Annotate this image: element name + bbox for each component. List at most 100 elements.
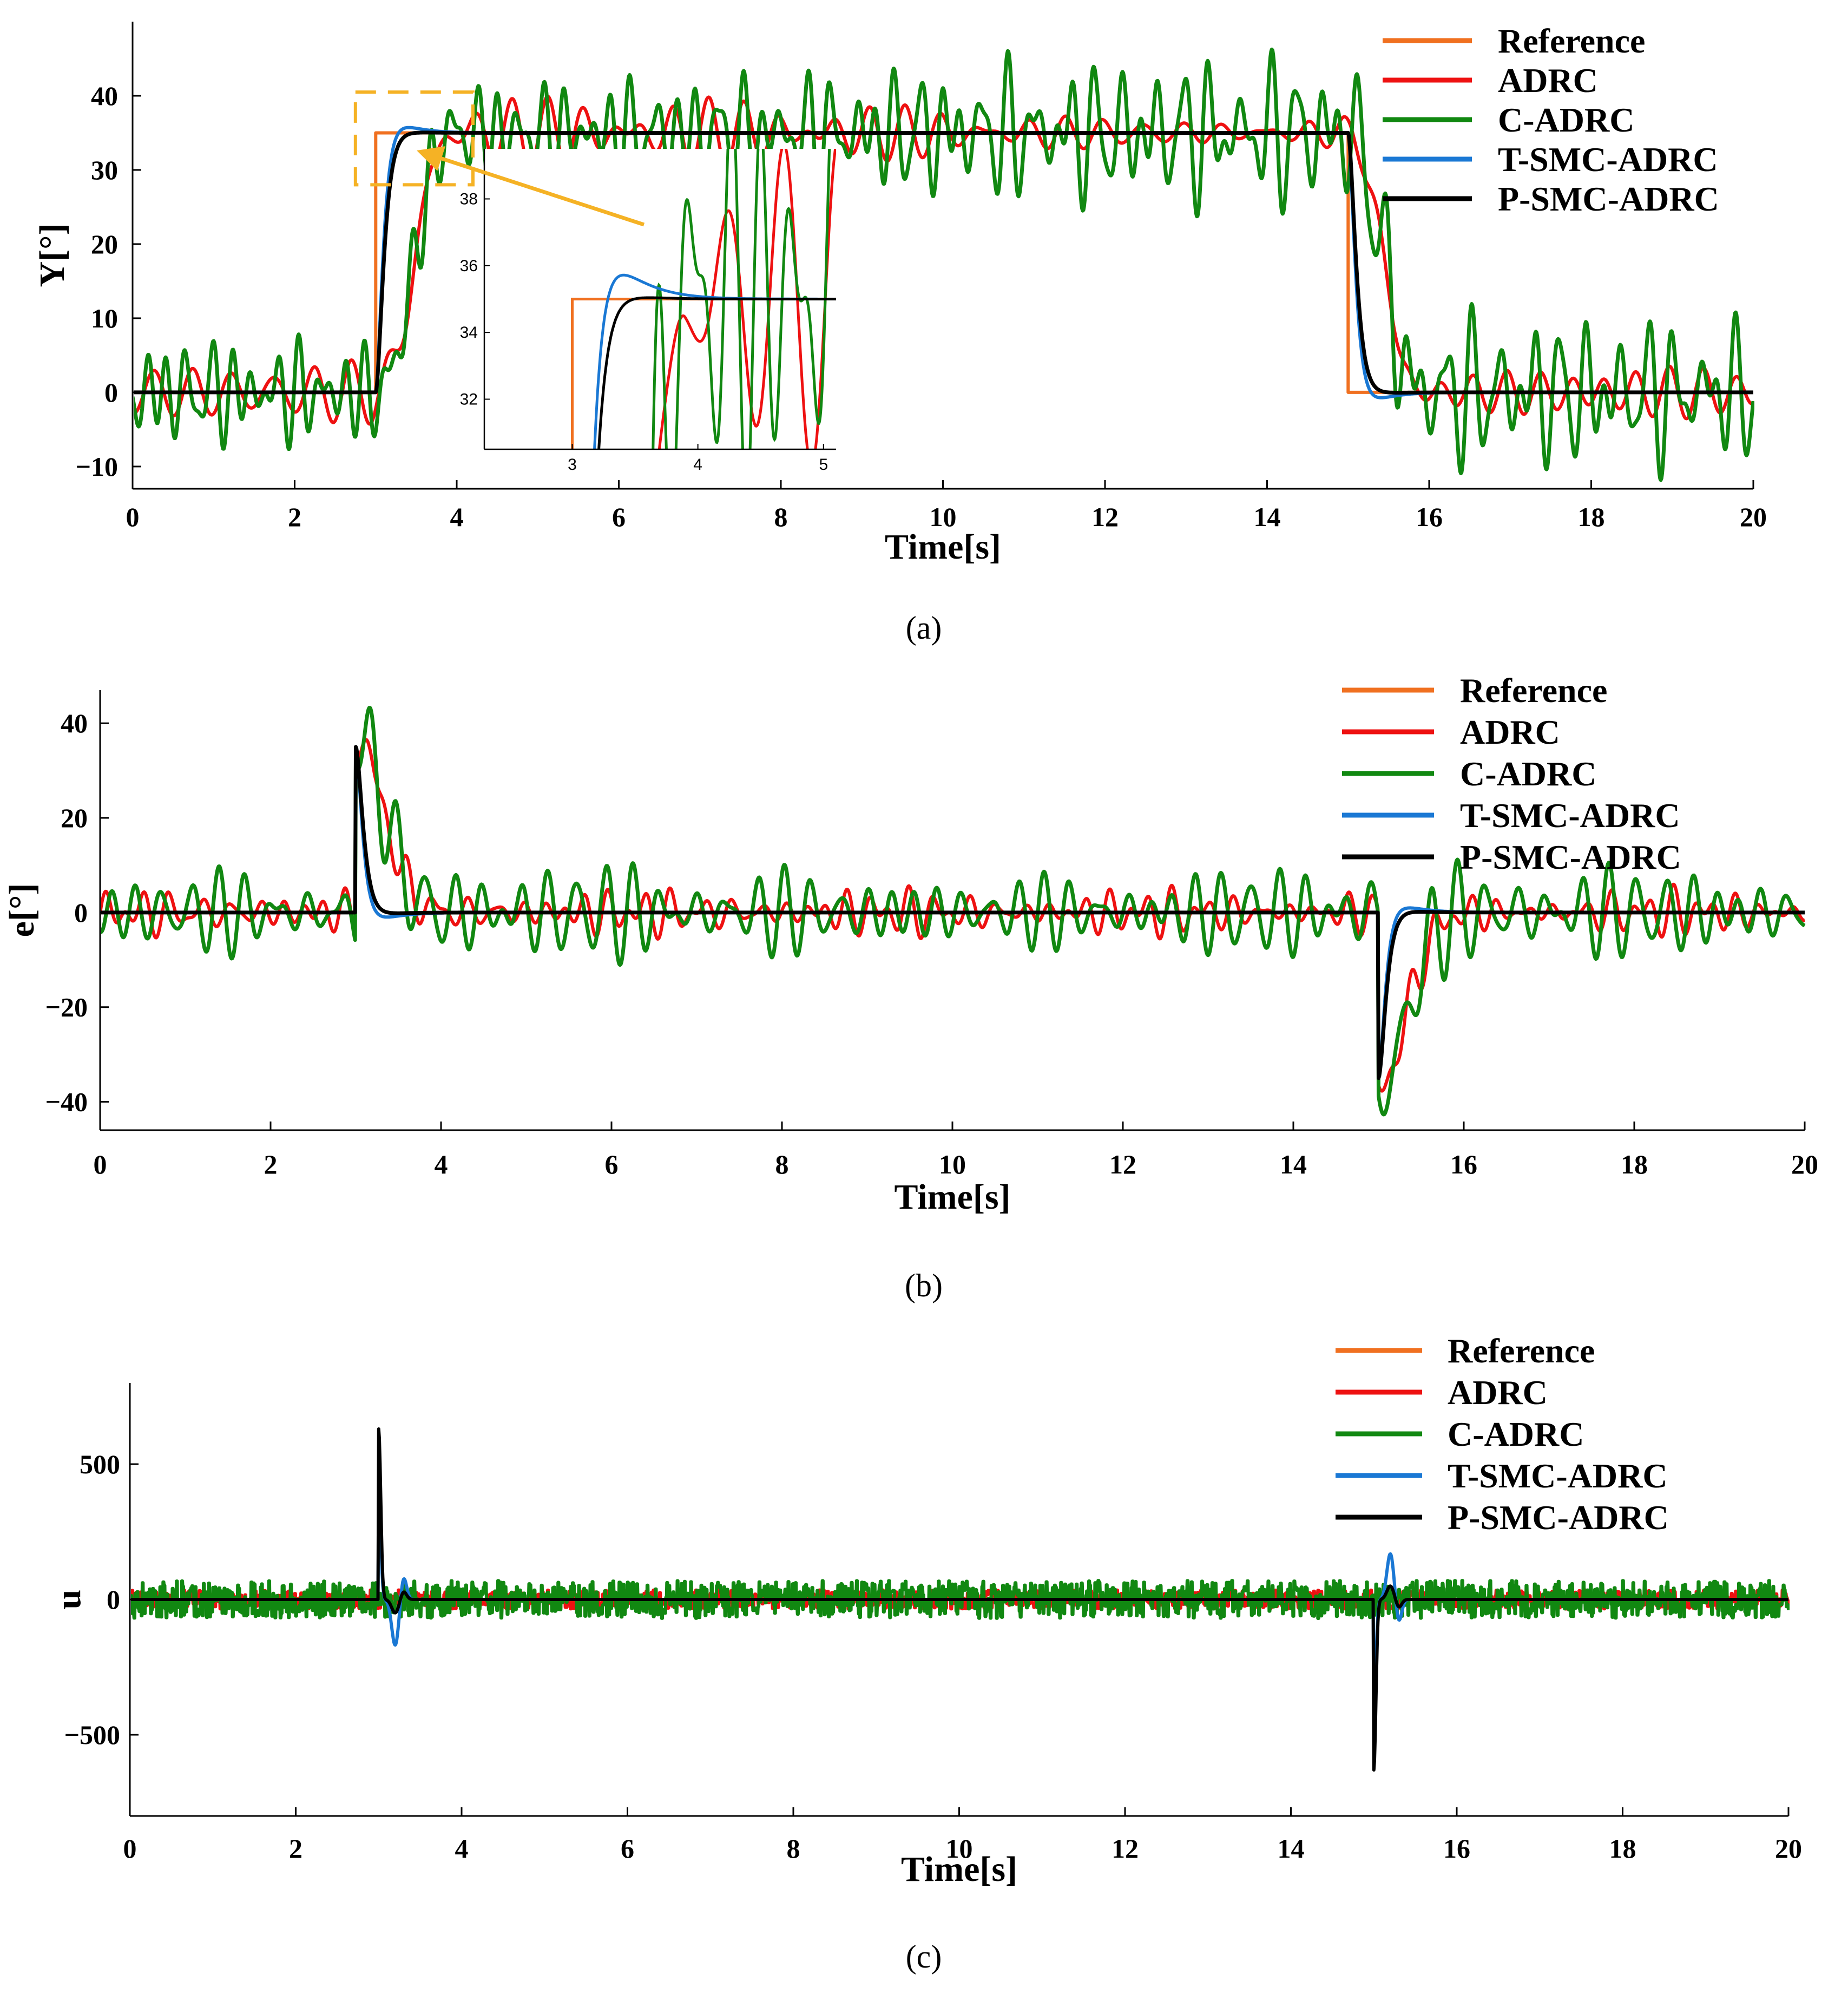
- legend-label: C-ADRC: [1498, 101, 1634, 139]
- inset-series-p-smc-adrc: [597, 296, 836, 449]
- x-tick-label: 12: [1109, 1149, 1136, 1179]
- legend-label: P-SMC-ADRC: [1460, 838, 1681, 876]
- y-tick-label: −500: [64, 1720, 121, 1750]
- inset-series-adrc: [657, 149, 836, 449]
- zoom-highlight-box: [353, 90, 475, 187]
- x-tick-label: 6: [612, 502, 626, 532]
- inset-x-tick-label: 3: [568, 456, 577, 474]
- y-tick-label: 20: [91, 229, 118, 259]
- inset-y-tick-label: 36: [460, 257, 478, 275]
- y-tick-label: 0: [74, 897, 88, 928]
- y-tick-label: 20: [61, 803, 88, 833]
- x-tick-label: 20: [1740, 502, 1767, 532]
- x-tick-label: 2: [264, 1149, 278, 1179]
- x-tick-label: 6: [605, 1149, 619, 1179]
- x-tick-label: 18: [1621, 1149, 1648, 1179]
- y-tick-label: −40: [45, 1087, 88, 1117]
- x-tick-label: 0: [126, 502, 140, 532]
- x-tick-label: 16: [1443, 1833, 1470, 1864]
- legend-label: Reference: [1498, 22, 1645, 60]
- inset-x-tick-label: 4: [693, 456, 702, 474]
- x-axis-title: Time[s]: [885, 527, 1001, 567]
- legend-label: C-ADRC: [1448, 1415, 1584, 1453]
- legend-label: P-SMC-ADRC: [1448, 1498, 1669, 1537]
- plot-area: [131, 1427, 1790, 1772]
- inset-plot: [571, 149, 836, 449]
- x-tick-label: 6: [621, 1833, 634, 1864]
- x-tick-label: 2: [288, 502, 301, 532]
- y-tick-label: 30: [91, 155, 118, 185]
- x-tick-label: 2: [289, 1833, 302, 1864]
- x-tick-label: 18: [1609, 1833, 1636, 1864]
- series-line-c-adrc: [134, 47, 1754, 482]
- inset-y-tick-label: 38: [460, 191, 478, 208]
- y-axis-title: e[°]: [2, 883, 42, 937]
- y-tick-label: 0: [104, 377, 118, 408]
- y-axis-title: u: [49, 1590, 88, 1610]
- inset-series-c-adrc: [652, 149, 831, 449]
- panel-caption: (c): [906, 1939, 942, 1975]
- x-tick-label: 20: [1775, 1833, 1802, 1864]
- x-axis-title: Time[s]: [894, 1177, 1010, 1217]
- legend-label: T-SMC-ADRC: [1460, 796, 1680, 835]
- plot-area: [101, 706, 1806, 1117]
- x-tick-label: 20: [1791, 1149, 1818, 1179]
- legend-label: C-ADRC: [1460, 755, 1596, 793]
- x-tick-label: 10: [946, 1833, 973, 1864]
- inset-y-tick-label: 34: [460, 324, 478, 342]
- series-line-c-adrc: [101, 706, 1806, 1117]
- legend-label: ADRC: [1460, 713, 1560, 751]
- y-tick-label: 500: [80, 1449, 120, 1479]
- x-tick-label: 14: [1278, 1833, 1305, 1864]
- x-tick-label: 4: [455, 1833, 469, 1864]
- legend-label: T-SMC-ADRC: [1498, 140, 1718, 179]
- x-tick-label: 14: [1254, 502, 1281, 532]
- x-tick-label: 8: [774, 502, 788, 532]
- x-tick-label: 12: [1091, 502, 1119, 532]
- y-tick-label: 10: [91, 303, 118, 333]
- x-tick-label: 10: [939, 1149, 966, 1179]
- plot-area: [134, 47, 1754, 482]
- panel-caption: (b): [905, 1268, 943, 1303]
- x-tick-label: 8: [787, 1833, 800, 1864]
- legend-label: T-SMC-ADRC: [1448, 1457, 1668, 1495]
- x-axis-title: Time[s]: [901, 1850, 1017, 1889]
- x-tick-label: 8: [775, 1149, 789, 1179]
- series-line-p-smc-adrc: [131, 1427, 1790, 1772]
- legend-label: Reference: [1460, 671, 1607, 710]
- y-tick-label: 40: [61, 708, 88, 738]
- x-tick-label: 12: [1112, 1833, 1139, 1864]
- y-tick-label: −20: [45, 992, 88, 1022]
- legend-label: ADRC: [1498, 61, 1598, 100]
- x-tick-label: 0: [123, 1833, 137, 1864]
- x-tick-label: 0: [94, 1149, 107, 1179]
- x-tick-label: 10: [930, 502, 957, 532]
- y-axis-title: Y[°]: [32, 223, 72, 287]
- y-tick-label: −10: [76, 451, 119, 482]
- x-tick-label: 16: [1450, 1149, 1477, 1179]
- inset-x-tick-label: 5: [819, 456, 828, 474]
- x-tick-label: 18: [1578, 502, 1605, 532]
- x-tick-label: 4: [435, 1149, 448, 1179]
- zoom-arrow-line: [428, 152, 645, 227]
- y-tick-label: 40: [91, 81, 118, 111]
- inset-y-tick-label: 32: [460, 391, 478, 409]
- zoom-arrow-head: [417, 146, 446, 171]
- legend-label: P-SMC-ADRC: [1498, 180, 1719, 218]
- series-line-p-smc-adrc: [134, 130, 1754, 395]
- x-tick-label: 16: [1416, 502, 1443, 532]
- chart-panel-b: 0 2 4 6 8 10 12 14 16 18 20 −40 −20 0 20 40 Time[s] e[°] R…: [2, 671, 1818, 1303]
- legend-label: Reference: [1448, 1332, 1595, 1370]
- x-tick-label: 4: [450, 502, 464, 532]
- chart-panel-a: 0 2 4 6 8 10 12 14 16 18 20−10010203040Time[s]Y[°]…: [32, 22, 1767, 646]
- series-line-p-smc-adrc: [101, 745, 1806, 1080]
- panel-caption: (a): [906, 610, 942, 646]
- y-tick-label: 0: [107, 1584, 120, 1615]
- legend-label: ADRC: [1448, 1373, 1548, 1412]
- chart-panel-c: 0 2 4 6 8 10 12 14 16 18 20 −500 0 500 Time[s] u Referen…: [49, 1332, 1802, 1975]
- x-tick-label: 14: [1280, 1149, 1307, 1179]
